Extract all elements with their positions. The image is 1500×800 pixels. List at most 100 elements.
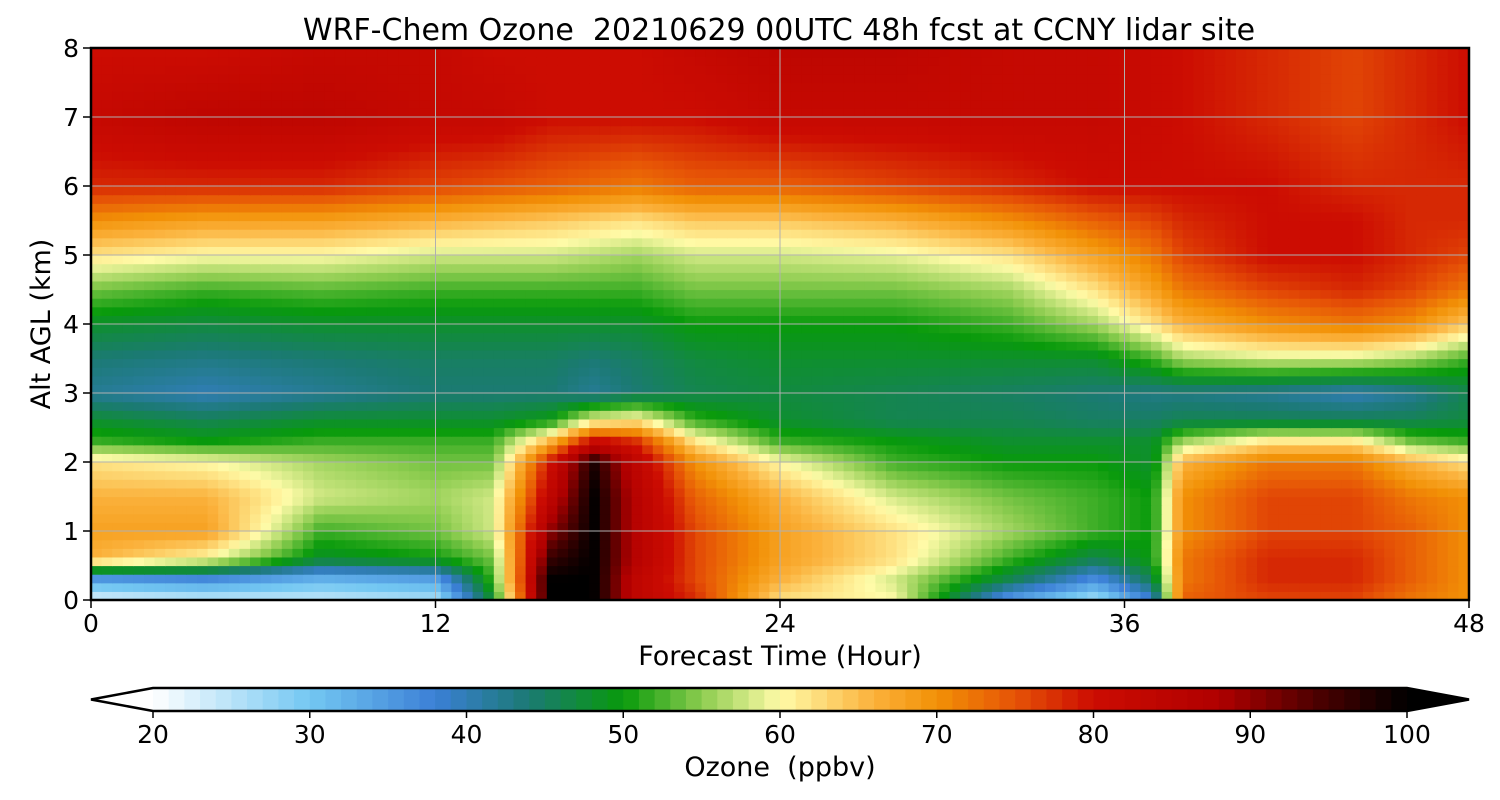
heatmap-cell: [716, 341, 728, 351]
heatmap-cell: [493, 574, 505, 584]
heatmap-cell: [1363, 444, 1375, 454]
heatmap-cell: [1034, 358, 1046, 368]
heatmap-cell: [1225, 582, 1237, 592]
heatmap-cell: [324, 444, 336, 454]
heatmap-cell: [1288, 582, 1300, 592]
heatmap-cell: [1034, 289, 1046, 299]
heatmap-cell: [1320, 513, 1332, 523]
heatmap-cell: [568, 418, 580, 429]
heatmap-cell: [1204, 358, 1216, 368]
heatmap-cell: [1055, 444, 1067, 454]
heatmap-cell: [228, 565, 240, 575]
heatmap-cell: [1416, 289, 1428, 299]
heatmap-cell: [472, 263, 484, 273]
heatmap-cell: [1299, 410, 1311, 420]
heatmap-cell: [366, 418, 378, 429]
heatmap-cell: [748, 522, 760, 532]
heatmap-cell: [440, 349, 452, 360]
heatmap-cell: [822, 349, 834, 360]
heatmap-cell: [1151, 479, 1163, 489]
heatmap-cell: [271, 427, 283, 437]
heatmap-cell: [822, 418, 834, 429]
heatmap-cell: [1129, 315, 1141, 325]
heatmap-cell: [324, 513, 336, 523]
heatmap-cell: [875, 367, 887, 377]
heatmap-cell: [1129, 539, 1141, 549]
heatmap-cell: [1447, 462, 1459, 472]
heatmap-cell: [1352, 531, 1364, 541]
heatmap-cell: [112, 539, 124, 549]
heatmap-cell: [112, 367, 124, 377]
heatmap-cell: [1045, 341, 1057, 351]
heatmap-cell: [610, 513, 622, 523]
heatmap-cell: [652, 410, 664, 420]
heatmap-cell: [525, 539, 537, 549]
heatmap-cell: [790, 574, 802, 584]
heatmap-cell: [1363, 298, 1375, 308]
heatmap-cell: [165, 548, 177, 558]
heatmap-cell: [419, 341, 431, 351]
heatmap-cell: [1341, 462, 1353, 472]
heatmap-cell: [345, 341, 357, 351]
heatmap-cell: [472, 565, 484, 575]
heatmap-cell: [197, 505, 209, 515]
heatmap-cell: [398, 263, 410, 273]
heatmap-cell: [557, 410, 569, 420]
heatmap-cell: [875, 306, 887, 316]
heatmap-cell: [1098, 298, 1110, 308]
heatmap-cell: [377, 556, 389, 567]
heatmap-cell: [727, 505, 739, 515]
heatmap-cell: [599, 556, 611, 567]
heatmap-cell: [1246, 332, 1258, 342]
heatmap-cell: [1310, 505, 1322, 515]
heatmap-cell: [970, 496, 982, 506]
heatmap-cell: [1204, 427, 1216, 437]
heatmap-cell: [303, 505, 315, 515]
heatmap-cell: [1447, 332, 1459, 342]
heatmap-cell: [398, 496, 410, 506]
heatmap-cell: [896, 384, 908, 394]
heatmap-cell: [981, 496, 993, 506]
heatmap-cell: [843, 522, 855, 532]
heatmap-cell: [1246, 315, 1258, 325]
heatmap-cell: [1172, 574, 1184, 584]
heatmap-cell: [939, 531, 951, 541]
heatmap-cell: [144, 582, 156, 592]
heatmap-cell: [981, 453, 993, 463]
heatmap-cell: [228, 289, 240, 299]
heatmap-cell: [1172, 565, 1184, 575]
heatmap-cell: [303, 367, 315, 377]
heatmap-cell: [154, 375, 166, 385]
heatmap-cell: [515, 401, 527, 411]
heatmap-cell: [917, 453, 929, 463]
heatmap-cell: [1384, 375, 1396, 385]
heatmap-cell: [568, 358, 580, 368]
heatmap-cell: [504, 298, 516, 308]
heatmap-cell: [1320, 341, 1332, 351]
heatmap-cell: [568, 505, 580, 515]
heatmap-cell: [536, 513, 548, 523]
heatmap-cell: [345, 324, 357, 334]
heatmap-cell: [1225, 272, 1237, 282]
heatmap-cell: [239, 384, 251, 394]
heatmap-cell: [260, 418, 272, 429]
heatmap-cell: [695, 556, 707, 567]
heatmap-cell: [716, 582, 728, 592]
heatmap-cell: [472, 393, 484, 403]
heatmap-cell: [271, 306, 283, 316]
heatmap-cell: [875, 298, 887, 308]
heatmap-cell: [758, 332, 770, 342]
heatmap-cell: [154, 513, 166, 523]
heatmap-cell: [631, 470, 643, 480]
heatmap-cell: [122, 384, 134, 394]
heatmap-cell: [101, 410, 113, 420]
heatmap-cell: [1320, 582, 1332, 592]
heatmap-cell: [684, 548, 696, 558]
heatmap-cell: [546, 513, 558, 523]
heatmap-cell: [1416, 315, 1428, 325]
heatmap-cell: [1129, 393, 1141, 403]
heatmap-cell: [144, 453, 156, 463]
heatmap-cell: [1151, 289, 1163, 299]
heatmap-cell: [1193, 513, 1205, 523]
heatmap-cell: [737, 513, 749, 523]
